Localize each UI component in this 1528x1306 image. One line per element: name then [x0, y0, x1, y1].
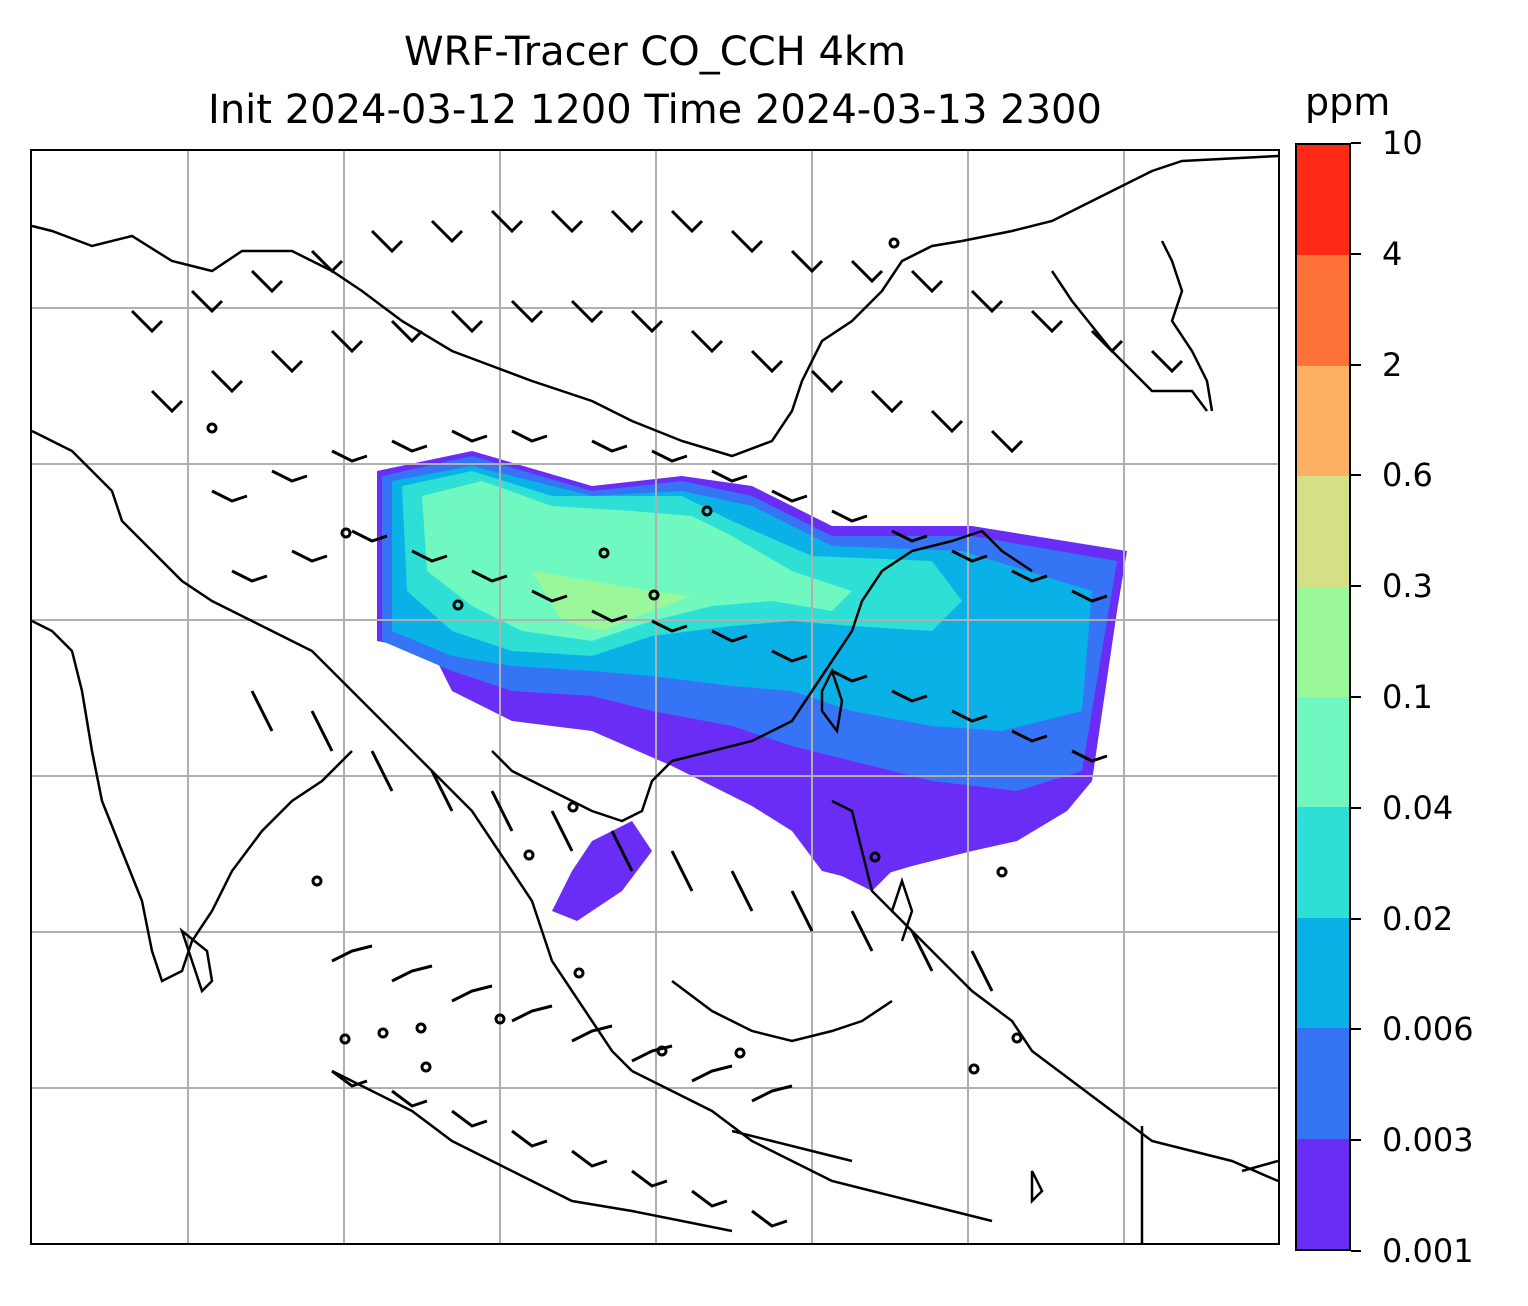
map-panel	[30, 149, 1280, 1245]
colorbar-tick	[1351, 363, 1361, 366]
colorbar-tick-label: 10	[1382, 124, 1423, 162]
colorbar-tick	[1351, 917, 1361, 920]
colorbar-tick-label: 0.02	[1382, 899, 1454, 938]
colorbar-tick	[1351, 1028, 1361, 1031]
colorbar-unit-label: ppm	[1305, 80, 1391, 124]
colorbar-segment	[1297, 917, 1349, 1029]
colorbar-segment	[1297, 1138, 1349, 1249]
colorbar-segment	[1297, 144, 1349, 256]
colorbar-segment	[1297, 476, 1349, 587]
wind-barbs	[130, 209, 1184, 1228]
colorbar-tick-label: 0.003	[1382, 1121, 1474, 1160]
coastlines	[32, 154, 1278, 1243]
colorbar-tick	[1351, 474, 1361, 477]
colorbar-segment	[1297, 586, 1349, 697]
colorbar-segment	[1297, 365, 1349, 477]
colorbar-tick-label: 0.006	[1382, 1010, 1474, 1049]
colorbar-tick-label: 4	[1382, 234, 1403, 273]
gridlines	[32, 151, 1278, 1243]
colorbar-segment	[1297, 807, 1349, 918]
map-title-line2: Init 2024-03-12 1200 Time 2024-03-13 230…	[208, 87, 1102, 133]
colorbar-tick	[1351, 252, 1361, 255]
colorbar-tick	[1351, 696, 1361, 698]
colorbar-tick	[1351, 806, 1361, 809]
colorbar-tick	[1351, 585, 1361, 588]
colorbar-tick-label: 0.1	[1382, 678, 1433, 716]
map-canvas	[32, 151, 1278, 1243]
colorbar-tick	[1351, 142, 1361, 144]
colorbar-tick	[1351, 1250, 1361, 1252]
plume-lightgreen	[532, 571, 692, 631]
colorbar-tick	[1351, 1139, 1361, 1142]
plume-south-patch	[552, 821, 652, 921]
calm-wind-markers	[206, 237, 1023, 1075]
colorbar-tick-label: 0.001	[1382, 1232, 1474, 1270]
plume-mint	[422, 481, 852, 641]
colorbar-tick-label: 0.3	[1382, 567, 1433, 606]
plume-philippines-patch	[832, 801, 902, 891]
colorbar-segment	[1297, 255, 1349, 366]
colorbar-tick-label: 0.04	[1382, 788, 1454, 827]
map-title-line1: WRF-Tracer CO_CCH 4km	[403, 29, 907, 75]
colorbar-tick-label: 0.6	[1382, 456, 1433, 495]
colorbar-tick-label: 2	[1382, 345, 1403, 384]
colorbar	[1295, 143, 1351, 1251]
colorbar-segment	[1297, 1028, 1349, 1139]
co-tracer-plume	[377, 451, 1127, 921]
colorbar-segment	[1297, 696, 1349, 808]
